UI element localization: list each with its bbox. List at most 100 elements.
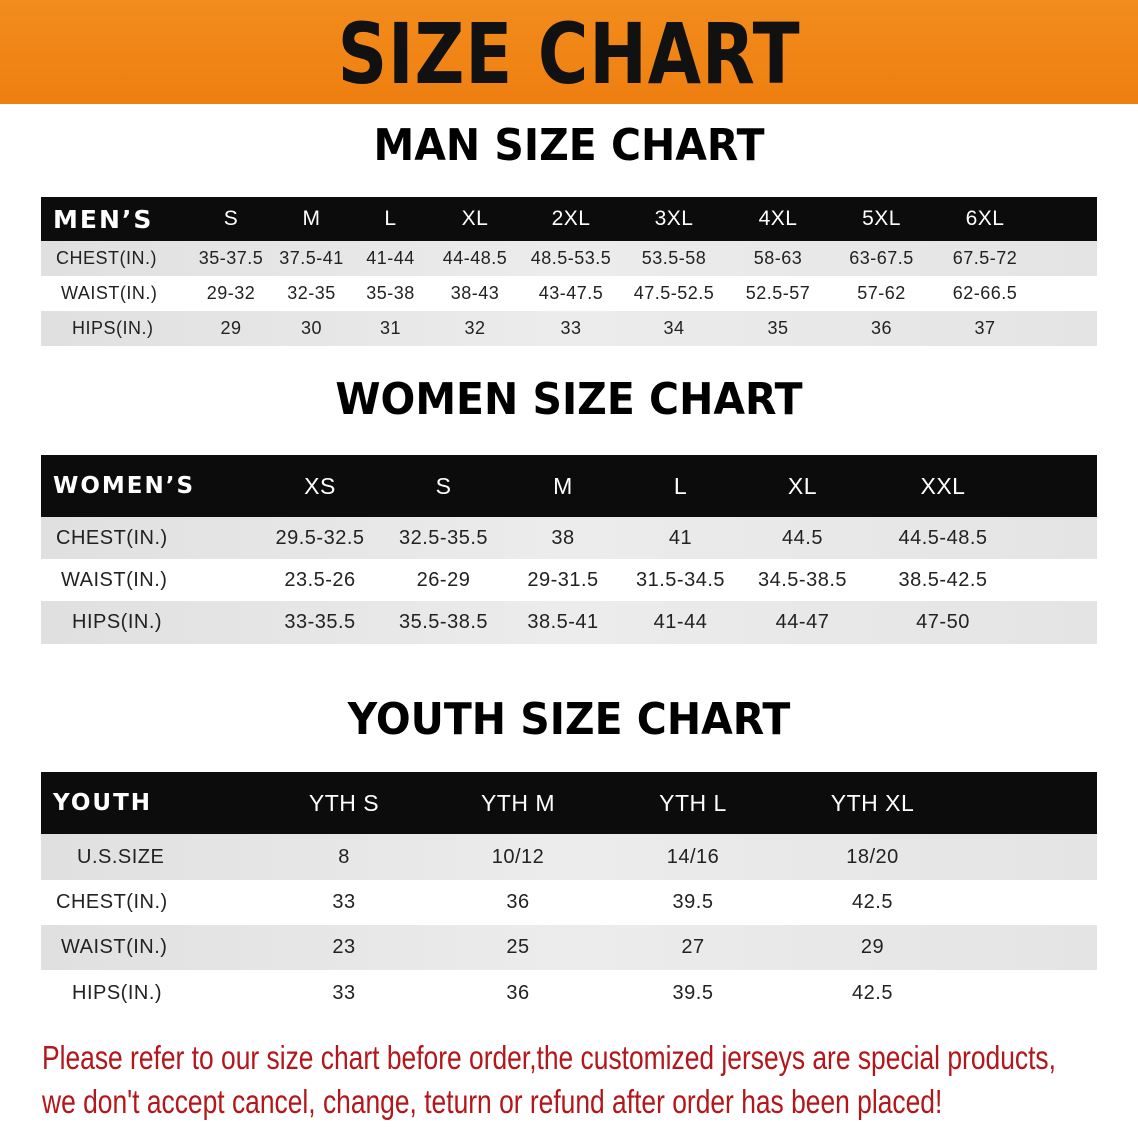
table-cell: 44-47 xyxy=(775,611,830,633)
table-cell: 47-50 xyxy=(916,611,970,633)
table-cell: 42.5 xyxy=(852,891,893,913)
table-cell: 44-48.5 xyxy=(442,248,508,268)
table-row: CHEST(IN.) 29.5-32.5 32.5-35.5 38 41 44.5 44.5… xyxy=(41,517,1097,559)
table-row: HIPS(IN.) 33-35.5 35.5-38.5 38.5-41 41-44 44-… xyxy=(41,601,1097,644)
table-cell: 33 xyxy=(332,981,356,1004)
table-row: WAIST(IN.) 23.5-26 26-29 29-31.5 31.5-34.5 34… xyxy=(41,559,1097,601)
table-cell: 29-32 xyxy=(206,283,256,303)
banner: SIZE CHART xyxy=(0,0,1138,104)
table-cell: 8 xyxy=(338,845,350,868)
size-column-header: YTH L xyxy=(659,789,727,816)
table-cell: 26-29 xyxy=(416,568,471,591)
table-cell: 29 xyxy=(220,318,242,338)
table-row: U.S.SIZE 8 10/12 14/16 18/20 xyxy=(41,834,1097,880)
table-cell: 18/20 xyxy=(846,845,899,868)
table-cell: 57-62 xyxy=(857,283,906,303)
size-column-header: 5XL xyxy=(862,207,901,230)
table-cell: 58-63 xyxy=(753,248,803,268)
size-column-header: 4XL xyxy=(758,207,798,230)
table-row: HIPS(IN.) 33 36 39.5 42.5 xyxy=(41,970,1097,1016)
table-cell: 41 xyxy=(668,526,693,549)
size-column-header: 6XL xyxy=(965,207,1005,230)
size-column-header: 3XL xyxy=(654,207,694,230)
size-column-header: YTH S xyxy=(308,789,380,816)
size-column-header: M xyxy=(302,207,321,230)
size-column-header: XS xyxy=(304,472,336,499)
table-cell: 23.5-26 xyxy=(284,568,356,591)
size-column-header: S xyxy=(223,207,239,230)
women-section-title: WOMEN SIZE CHART xyxy=(335,374,803,425)
row-label: WAIST(IN.) xyxy=(61,283,158,303)
table-cell: 38.5-42.5 xyxy=(898,568,988,591)
table-cell: 62-66.5 xyxy=(952,283,1018,303)
table-cell: 29.5-32.5 xyxy=(275,526,365,549)
row-label: WAIST(IN.) xyxy=(61,936,168,958)
women-size-table: WOMEN’S XS S M L XL XXL CHEST(IN.) 29.5-32.5 32.5… xyxy=(41,455,1097,644)
row-label: HIPS(IN.) xyxy=(72,318,154,338)
table-row: CHEST(IN.) 33 36 39.5 42.5 xyxy=(41,880,1097,925)
table-cell: 36 xyxy=(506,891,530,913)
table-cell: 32 xyxy=(464,318,486,338)
table-cell: 14/16 xyxy=(666,845,720,868)
size-column-header: 2XL xyxy=(551,207,591,230)
size-column-header: L xyxy=(673,472,688,499)
youth-size-table: YOUTH YTH S YTH M YTH L YTH XL U.S.SIZE 8 10/12… xyxy=(41,772,1097,1016)
table-cell: 48.5-53.5 xyxy=(530,248,612,268)
table-cell: 47.5-52.5 xyxy=(633,283,715,303)
size-column-header: YTH XL xyxy=(830,789,915,816)
table-cell: 31.5-34.5 xyxy=(635,568,725,591)
row-label: HIPS(IN.) xyxy=(72,611,163,633)
table-row: WAIST(IN.) 29-32 32-35 35-38 38-43 43-47.5 47.… xyxy=(41,276,1097,311)
table-cell: 29 xyxy=(860,936,885,958)
header-row: MEN’S S M L XL 2XL 3XL 4XL 5XL 6XL xyxy=(41,197,1097,241)
table-cell: 44.5 xyxy=(782,526,823,549)
order-note-line-2: we don't accept cancel, change, teturn o… xyxy=(42,1083,943,1120)
order-note-line-1: Please refer to our size chart before or… xyxy=(42,1039,1056,1076)
table-cell: 38 xyxy=(551,526,575,549)
banner-title: SIZE CHART xyxy=(337,5,801,103)
size-column-header: L xyxy=(384,207,397,230)
table-cell: 41-44 xyxy=(366,248,415,268)
table-cell: 52.5-57 xyxy=(745,283,811,303)
table-cell: 53.5-58 xyxy=(641,248,707,268)
table-cell: 42.5 xyxy=(852,981,893,1004)
table-cell: 44.5-48.5 xyxy=(898,526,988,549)
table-cell: 36 xyxy=(870,318,893,338)
table-cell: 39.5 xyxy=(672,891,714,913)
size-column-header: S xyxy=(435,472,452,499)
table-cell: 35.5-38.5 xyxy=(398,611,488,633)
row-label: CHEST(IN.) xyxy=(56,891,168,913)
size-column-header: XL xyxy=(787,472,818,499)
table-cell: 29-31.5 xyxy=(527,568,599,591)
row-label: WAIST(IN.) xyxy=(61,568,168,591)
youth-section-title: YOUTH SIZE CHART xyxy=(347,694,791,745)
table-cell: 63-67.5 xyxy=(849,248,914,268)
header-row: WOMEN’S XS S M L XL XXL xyxy=(41,455,1097,517)
men-section-title: MAN SIZE CHART xyxy=(373,120,765,171)
header-label: MEN’S xyxy=(53,204,154,234)
table-row: WAIST(IN.) 23 25 27 29 xyxy=(41,925,1097,970)
table-cell: 32.5-35.5 xyxy=(398,526,488,549)
table-cell: 10/12 xyxy=(491,845,545,868)
table-cell: 39.5 xyxy=(672,981,714,1004)
table-cell: 35-38 xyxy=(366,283,415,303)
table-row: CHEST(IN.) 35-37.5 37.5-41 41-44 44-48.5 48.5… xyxy=(41,241,1097,276)
size-column-header: YTH M xyxy=(480,789,556,816)
table-cell: 23 xyxy=(332,936,356,958)
table-cell: 34.5-38.5 xyxy=(757,568,847,591)
table-cell: 43-47.5 xyxy=(538,283,604,303)
size-column-header: XL xyxy=(461,207,489,230)
table-cell: 32-35 xyxy=(287,283,336,303)
table-cell: 35 xyxy=(767,318,789,338)
table-cell: 37 xyxy=(974,318,996,338)
men-size-table: MEN’S S M L XL 2XL 3XL 4XL 5XL 6XL CHEST(IN.) 35-37… xyxy=(41,197,1097,346)
header-label: YOUTH xyxy=(53,790,153,816)
table-cell: 35-37.5 xyxy=(198,248,264,268)
table-cell: 31 xyxy=(379,318,402,338)
table-cell: 30 xyxy=(300,318,323,338)
table-cell: 33 xyxy=(332,891,356,913)
table-cell: 27 xyxy=(681,936,705,958)
row-label: CHEST(IN.) xyxy=(56,248,157,268)
header-label: WOMEN’S xyxy=(53,473,196,499)
table-cell: 25 xyxy=(506,936,530,958)
